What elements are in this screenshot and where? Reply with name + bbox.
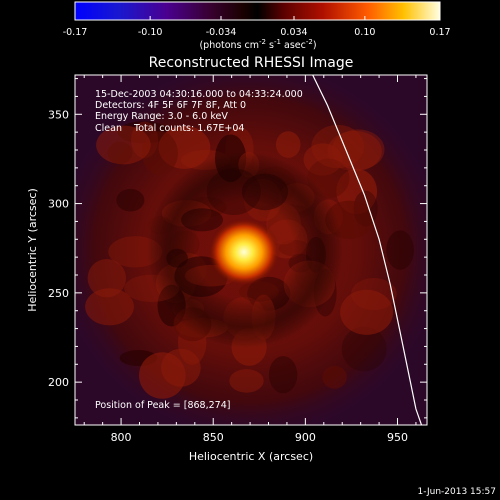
y-tick-label: 200 [48,376,69,389]
colorbar-tick-label: 0.10 [354,27,375,38]
plot-frame [74,74,428,426]
peak-position-label: Position of Peak = [868,274] [95,400,230,411]
y-tick-label: 350 [48,108,69,121]
colorbar-tick-label: 0.034 [280,27,307,38]
colorbar-tick-label: -0.034 [206,27,237,38]
info-line: Energy Range: 3.0 - 6.0 keV [95,111,228,122]
colorbar [74,1,441,21]
image-area [75,75,427,425]
info-line: 15-Dec-2003 04:30:16.000 to 04:33:24.000 [95,89,303,100]
y-tick-label: 300 [48,198,69,211]
info-line: Clean Total counts: 1.67E+04 [95,123,244,134]
colorbar-tick-label: -0.17 [63,27,88,38]
emission-blob [96,125,151,165]
x-tick-label: 850 [203,431,224,444]
emission-blob [386,230,414,270]
emission-blob [322,365,347,389]
x-tick-label: 800 [111,431,132,444]
observation-info: 15-Dec-2003 04:30:16.000 to 04:33:24.000… [95,89,303,134]
chart-title: Reconstructed RHESSI Image [149,55,354,71]
x-tick-label: 950 [387,431,408,444]
plot-date-footer: 1-Jun-2013 15:57 [418,487,497,497]
solar-limb-curve [312,75,423,425]
colorbar-tick-label: -0.10 [138,27,163,38]
colorbar-ticks: -0.17 -0.10 -0.034 0.034 0.10 0.17 [63,16,451,38]
colorbar-tick-label: 0.17 [429,27,450,38]
peak-source [208,218,280,286]
y-tick-label: 250 [48,287,69,300]
info-line: Detectors: 4F 5F 6F 7F 8F, Att 0 [95,100,246,111]
colorbar-unit-label: (photons cm-2 s-1 asec-2) [199,38,316,51]
y-axis-label: Heliocentric Y (arcsec) [26,188,39,312]
x-axis-label: Heliocentric X (arcsec) [189,450,313,463]
x-tick-label: 900 [295,431,316,444]
axis-ticks: 800 850 900 950 200 250 300 350 [48,75,427,444]
